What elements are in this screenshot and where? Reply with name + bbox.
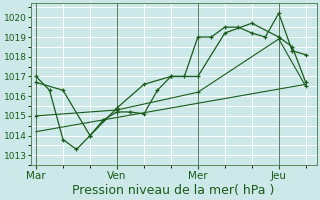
X-axis label: Pression niveau de la mer( hPa ): Pression niveau de la mer( hPa ) [72, 184, 275, 197]
